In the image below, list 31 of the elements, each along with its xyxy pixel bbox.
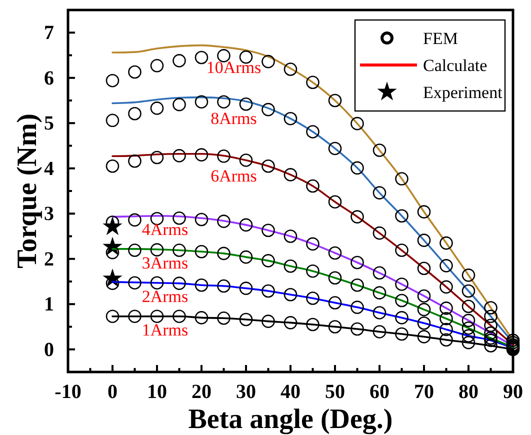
legend-label: Calculate <box>423 56 488 75</box>
x-tick-label: 20 <box>192 381 212 404</box>
x-tick-label: 60 <box>370 381 390 404</box>
y-tick-label: 2 <box>44 248 54 270</box>
x-tick-label: 70 <box>414 381 434 404</box>
series-label: 3Arms <box>142 253 188 272</box>
x-tick-label: -10 <box>54 381 82 404</box>
series-label: 10Arms <box>206 58 262 78</box>
y-tick-label: 3 <box>44 203 54 226</box>
series-label: 2Arms <box>142 286 188 306</box>
series-label: 4Arms <box>142 220 188 239</box>
x-tick-label: 10 <box>147 381 167 404</box>
y-tick-label: 6 <box>44 67 54 90</box>
y-axis-title: Torque (Nm) <box>12 114 43 268</box>
legend-label: Experiment <box>423 82 503 102</box>
y-tick-label: 1 <box>44 294 54 316</box>
y-tick-label: 0 <box>44 338 54 361</box>
y-tick-label: 7 <box>44 22 54 44</box>
y-tick-label: 5 <box>44 112 54 135</box>
x-tick-label: 50 <box>325 381 345 404</box>
legend-label: FEM <box>423 28 458 48</box>
series-label: 6Arms <box>210 166 257 186</box>
x-axis-title: Beta angle (Deg.) <box>188 404 393 435</box>
x-tick-label: 80 <box>458 381 478 404</box>
y-tick-label: 4 <box>44 158 54 180</box>
series-label: 8Arms <box>210 109 257 128</box>
series-label: 1Arms <box>142 320 188 340</box>
x-tick-label: 90 <box>503 381 523 404</box>
x-tick-label: 0 <box>108 381 118 404</box>
x-tick-label: 40 <box>280 381 300 404</box>
x-tick-label: 30 <box>236 381 256 404</box>
